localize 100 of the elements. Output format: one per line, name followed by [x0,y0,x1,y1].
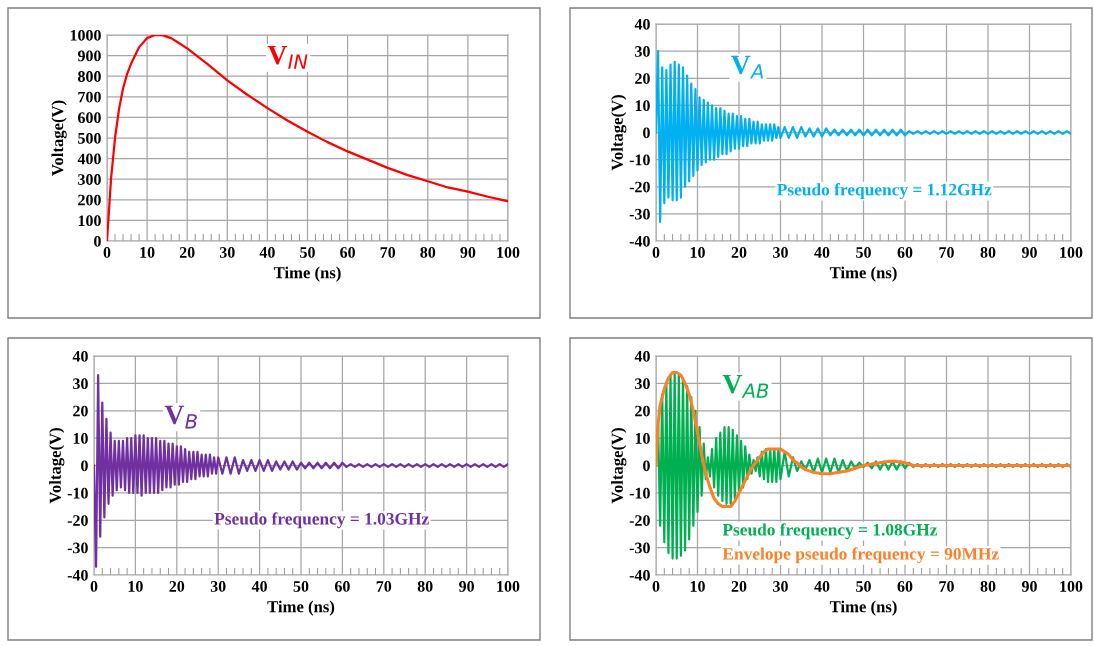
y-tick-label: 30 [635,46,650,57]
y-tick-label: 300 [78,174,101,185]
x-tick-label: 60 [340,247,355,258]
series-label: V$_{IN}$ [267,46,308,69]
y-tick-label: -20 [67,515,88,526]
x-tick-label: 100 [1060,581,1083,592]
x-axis-title: Time (ns) [273,266,341,282]
annotation: Envelope pseudo frequency = 90MHz [722,547,999,564]
annotation: Pseudo frequency = 1.03GHz [214,512,429,529]
x-tick-label: 60 [897,581,913,592]
x-tick-label: 10 [690,581,705,592]
x-tick-label: 30 [210,581,226,592]
x-tick-label: 10 [128,581,143,592]
y-tick-label: 0 [643,127,650,139]
x-tick-label: 60 [334,581,350,592]
x-tick-label: 80 [980,581,996,592]
x-tick-label: 70 [939,581,954,592]
x-tick-label: 90 [1021,581,1037,592]
y-tick-label: -30 [67,542,88,554]
y-tick-label: 0 [643,460,650,472]
annotation: Pseudo frequency = 1.08GHz [722,523,938,540]
x-tick-label: 70 [380,247,396,258]
x-tick-label: 80 [980,247,996,258]
y-tick-label: -40 [67,569,88,581]
x-axis-title: Time (ns) [829,600,897,616]
series-label: V$_{B}$ [164,405,197,429]
x-tick-label: 40 [814,247,830,258]
series-label: V$_{AB}$ [722,375,769,398]
y-tick-label: 40 [634,350,650,362]
line-series [94,374,508,568]
x-tick-label: 20 [731,247,747,258]
y-axis-title: Voltage(V) [611,428,627,504]
x-tick-label: 100 [497,247,520,258]
x-tick-label: 0 [652,247,660,258]
x-tick-label: 20 [169,581,185,592]
y-axis-title: Voltage(V) [49,428,65,504]
x-tick-label: 80 [417,581,433,592]
y-tick-label: -10 [629,154,650,166]
x-tick-label: 20 [731,581,747,592]
y-tick-label: 200 [78,194,101,206]
y-tick-label: 500 [78,132,101,144]
y-tick-label: 20 [73,405,88,417]
x-axis-title: Time (ns) [267,600,335,616]
x-tick-label: 10 [690,247,705,258]
y-tick-label: -40 [629,569,650,581]
x-tick-label: 90 [1021,247,1037,258]
x-tick-label: 20 [179,247,195,258]
y-tick-label: 10 [635,100,650,112]
annotation: Pseudo frequency = 1.12GHz [777,183,992,200]
x-tick-label: 50 [856,247,871,258]
y-tick-label: 30 [73,378,88,390]
y-tick-label: -30 [629,208,650,220]
x-tick-label: 30 [773,581,788,592]
y-tick-label: -40 [629,235,650,247]
y-tick-label: 400 [77,153,101,165]
y-tick-label: 20 [635,73,650,84]
y-tick-label: 30 [635,378,650,390]
x-tick-label: 70 [939,247,954,258]
y-tick-label: 1000 [70,29,101,41]
x-tick-label: 60 [897,247,913,258]
x-tick-label: 30 [773,247,788,258]
x-tick-label: 70 [376,581,392,592]
y-tick-label: 0 [81,460,88,472]
series-label: V$_{A}$ [731,55,763,79]
line-series [656,370,1071,509]
x-tick-label: 10 [140,247,155,258]
x-tick-label: 100 [497,581,520,592]
y-tick-label: 0 [94,235,101,247]
x-tick-label: 40 [251,581,267,592]
y-tick-label: -20 [629,181,650,193]
y-tick-label: 100 [78,215,101,227]
y-tick-label: -20 [629,515,650,526]
x-axis-title: Time (ns) [829,266,897,282]
line-series [656,50,1071,224]
y-tick-label: 40 [72,350,88,362]
x-tick-label: 50 [300,247,315,258]
y-tick-label: 900 [77,50,101,62]
x-tick-label: 50 [856,581,871,592]
y-tick-label: 600 [78,112,101,124]
x-tick-label: 40 [259,247,275,258]
x-tick-label: 100 [1060,247,1083,258]
y-tick-label: -10 [629,487,650,499]
y-tick-label: 700 [78,91,101,103]
line-series [107,35,508,241]
y-tick-label: 40 [634,18,650,30]
x-tick-label: 0 [652,581,660,592]
x-tick-label: 80 [420,247,436,258]
y-axis-title: Voltage(V) [51,100,67,176]
y-tick-label: -30 [629,542,650,554]
x-tick-label: 50 [293,581,309,592]
x-tick-label: 90 [459,581,474,592]
x-tick-label: 30 [219,247,235,258]
x-tick-label: 90 [460,247,476,258]
y-tick-label: 10 [635,433,650,444]
x-tick-label: 40 [814,581,830,592]
x-tick-label: 0 [103,247,111,258]
y-tick-label: -10 [67,487,88,499]
y-tick-label: 10 [73,433,88,444]
y-tick-label: 20 [635,405,650,417]
y-tick-label: 800 [78,71,101,82]
